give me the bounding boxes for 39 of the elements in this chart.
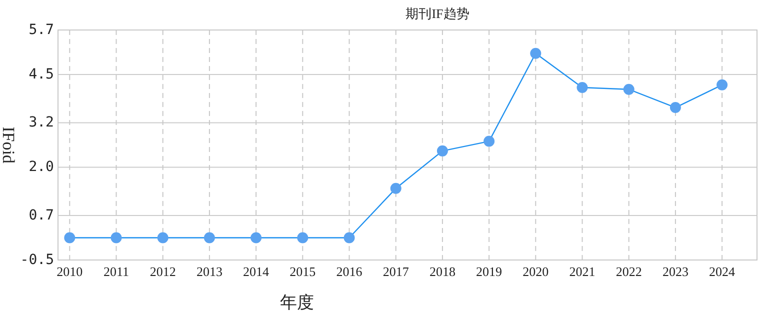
x-tick-label: 2011 xyxy=(103,264,130,279)
x-tick-label: 2013 xyxy=(196,264,222,279)
point xyxy=(623,84,634,95)
y-axis-title: IFoid xyxy=(0,126,18,164)
x-tick-label: 2022 xyxy=(616,264,642,279)
point xyxy=(436,145,448,156)
y-tick-label: 5.7 xyxy=(28,22,54,38)
point xyxy=(484,136,495,147)
point xyxy=(390,182,402,194)
point xyxy=(530,48,542,59)
x-tick-label: 2024 xyxy=(709,264,736,279)
chart-title: 期刊IF趋势 xyxy=(406,6,470,21)
y-tick-label: 3.2 xyxy=(28,114,54,131)
x-tick-label: 2014 xyxy=(243,264,270,279)
x-tick-label: 2012 xyxy=(150,264,176,279)
point xyxy=(157,232,168,244)
x-tick-label: 2023 xyxy=(662,264,688,279)
x-tick-label: 2019 xyxy=(476,264,502,279)
x-tick-label: 2021 xyxy=(569,264,596,279)
x-tick-label: 2017 xyxy=(382,264,410,279)
x-axis-title: 年度 xyxy=(280,293,314,312)
y-tick-label: 4.5 xyxy=(28,66,54,82)
point xyxy=(110,232,122,244)
x-tick-label: 2010 xyxy=(56,264,83,279)
point xyxy=(250,232,262,244)
point xyxy=(64,232,76,244)
point xyxy=(344,232,355,244)
y-tick-label: 0.7 xyxy=(28,207,54,224)
x-tick-label: 2015 xyxy=(290,264,316,279)
point xyxy=(576,82,588,93)
x-tick-label: 2020 xyxy=(522,264,549,279)
point xyxy=(716,79,728,90)
point xyxy=(670,102,681,114)
x-tick-label: 2018 xyxy=(429,264,456,279)
x-tick-label: 2016 xyxy=(336,264,363,279)
point xyxy=(204,232,215,244)
y-tick-label: 2.0 xyxy=(28,159,54,176)
y-tick-label: -0.5 xyxy=(20,252,54,268)
point xyxy=(297,232,308,244)
